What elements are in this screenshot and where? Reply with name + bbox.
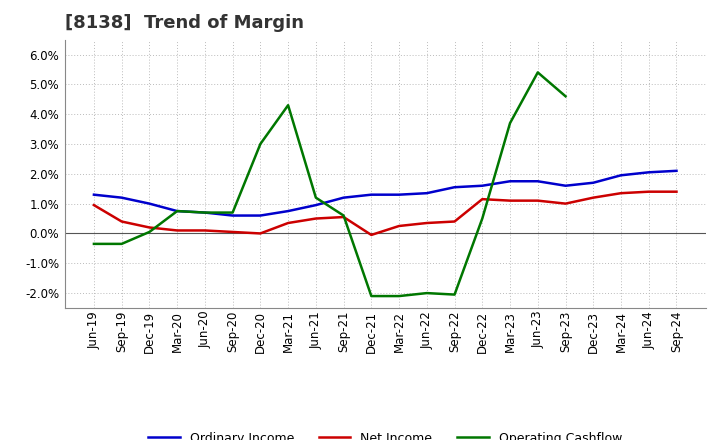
- Ordinary Income: [450, 184, 459, 190]
- Operating Cashflow: [173, 209, 181, 214]
- Net Income: [644, 189, 653, 194]
- Net Income: [505, 198, 514, 203]
- Ordinary Income: [256, 213, 265, 218]
- Operating Cashflow: [228, 210, 237, 215]
- Ordinary Income: [89, 192, 98, 197]
- Net Income: [201, 228, 210, 233]
- Net Income: [312, 216, 320, 221]
- Operating Cashflow: [450, 292, 459, 297]
- Ordinary Income: [117, 195, 126, 200]
- Net Income: [367, 232, 376, 238]
- Net Income: [284, 220, 292, 226]
- Net Income: [478, 197, 487, 202]
- Ordinary Income: [561, 183, 570, 188]
- Ordinary Income: [284, 209, 292, 214]
- Ordinary Income: [478, 183, 487, 188]
- Ordinary Income: [395, 192, 403, 197]
- Legend: Ordinary Income, Net Income, Operating Cashflow: Ordinary Income, Net Income, Operating C…: [143, 427, 627, 440]
- Operating Cashflow: [505, 121, 514, 126]
- Text: [8138]  Trend of Margin: [8138] Trend of Margin: [65, 15, 304, 33]
- Operating Cashflow: [284, 103, 292, 108]
- Operating Cashflow: [117, 241, 126, 246]
- Operating Cashflow: [89, 241, 98, 246]
- Ordinary Income: [367, 192, 376, 197]
- Ordinary Income: [339, 195, 348, 200]
- Net Income: [672, 189, 681, 194]
- Ordinary Income: [173, 209, 181, 214]
- Net Income: [117, 219, 126, 224]
- Operating Cashflow: [256, 141, 265, 147]
- Net Income: [534, 198, 542, 203]
- Net Income: [561, 201, 570, 206]
- Ordinary Income: [672, 168, 681, 173]
- Net Income: [395, 224, 403, 229]
- Ordinary Income: [228, 213, 237, 218]
- Ordinary Income: [616, 172, 625, 178]
- Line: Net Income: Net Income: [94, 192, 677, 235]
- Net Income: [145, 225, 154, 230]
- Operating Cashflow: [339, 213, 348, 218]
- Operating Cashflow: [395, 293, 403, 299]
- Net Income: [339, 214, 348, 220]
- Ordinary Income: [423, 191, 431, 196]
- Line: Operating Cashflow: Operating Cashflow: [94, 73, 565, 296]
- Operating Cashflow: [478, 216, 487, 221]
- Ordinary Income: [534, 179, 542, 184]
- Operating Cashflow: [367, 293, 376, 299]
- Operating Cashflow: [561, 94, 570, 99]
- Net Income: [423, 220, 431, 226]
- Net Income: [450, 219, 459, 224]
- Net Income: [228, 229, 237, 235]
- Ordinary Income: [201, 210, 210, 215]
- Net Income: [256, 231, 265, 236]
- Operating Cashflow: [201, 210, 210, 215]
- Ordinary Income: [644, 170, 653, 175]
- Ordinary Income: [312, 202, 320, 208]
- Operating Cashflow: [423, 290, 431, 296]
- Net Income: [589, 195, 598, 200]
- Net Income: [616, 191, 625, 196]
- Operating Cashflow: [534, 70, 542, 75]
- Ordinary Income: [505, 179, 514, 184]
- Net Income: [89, 202, 98, 208]
- Operating Cashflow: [145, 229, 154, 235]
- Ordinary Income: [145, 201, 154, 206]
- Operating Cashflow: [312, 195, 320, 200]
- Line: Ordinary Income: Ordinary Income: [94, 171, 677, 216]
- Ordinary Income: [589, 180, 598, 185]
- Net Income: [173, 228, 181, 233]
